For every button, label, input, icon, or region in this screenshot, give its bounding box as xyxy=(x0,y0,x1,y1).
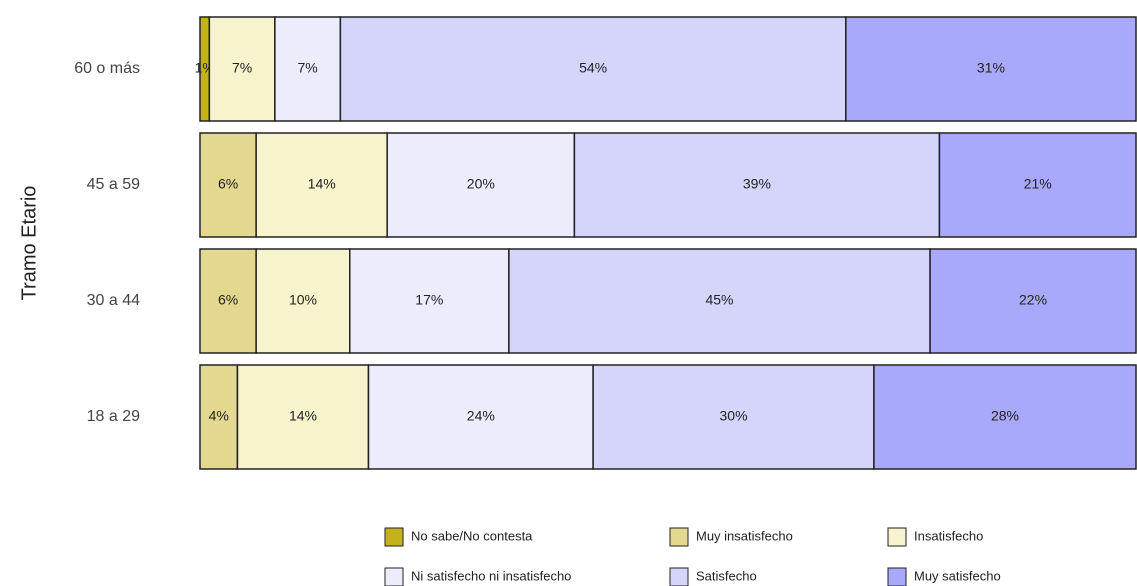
data-label: 31% xyxy=(977,60,1005,76)
legend-swatch xyxy=(887,567,907,586)
legend-label: Muy insatisfecho xyxy=(696,528,793,543)
y-axis-label: Tramo Etario xyxy=(18,186,40,301)
bar-segment xyxy=(573,132,941,238)
bar-segment xyxy=(199,364,239,470)
legend-swatch xyxy=(887,527,907,547)
data-label: 17% xyxy=(415,292,443,308)
legend-label: No sabe/No contesta xyxy=(411,528,533,543)
data-label: 22% xyxy=(1019,292,1047,308)
bar-segment xyxy=(873,364,1137,470)
bar-segment xyxy=(255,248,351,354)
bar-segment xyxy=(349,248,510,354)
legend-swatch xyxy=(384,527,404,547)
data-label: 10% xyxy=(289,292,317,308)
legend-label: Ni satisfecho ni insatisfecho xyxy=(411,568,571,583)
data-label: 39% xyxy=(743,176,771,192)
data-label: 28% xyxy=(991,408,1019,424)
legend-swatch xyxy=(669,527,689,547)
data-label: 24% xyxy=(467,408,495,424)
y-tick-label: 45 a 59 xyxy=(87,176,140,193)
bar-segment xyxy=(508,248,931,354)
bar-segment xyxy=(236,364,370,470)
data-label: 21% xyxy=(1024,176,1052,192)
y-tick-label: 18 a 29 xyxy=(87,408,140,425)
bar-segment xyxy=(386,132,576,238)
data-label: 6% xyxy=(218,292,238,308)
data-label: 7% xyxy=(232,60,252,76)
data-label: 30% xyxy=(720,408,748,424)
bar-segment xyxy=(255,132,388,238)
legend-label: Muy satisfecho xyxy=(914,568,1001,583)
data-label: 45% xyxy=(705,292,733,308)
data-label: 14% xyxy=(308,176,336,192)
bar-segment xyxy=(938,132,1137,238)
y-tick-label: 60 o más xyxy=(74,60,140,77)
legend-swatch xyxy=(669,567,689,586)
bar-segment xyxy=(845,16,1137,122)
bar-segment xyxy=(199,132,257,238)
bar-segment xyxy=(208,16,276,122)
data-label: 7% xyxy=(298,60,318,76)
bar-segment xyxy=(339,16,847,122)
data-label: 14% xyxy=(289,408,317,424)
data-label: 20% xyxy=(467,176,495,192)
y-tick-label: 30 a 44 xyxy=(87,292,140,309)
bar-segment xyxy=(592,364,875,470)
bar-segment xyxy=(929,248,1137,354)
data-label: 54% xyxy=(579,60,607,76)
legend-label: Insatisfecho xyxy=(914,528,983,543)
data-label: 4% xyxy=(209,408,229,424)
data-label: 6% xyxy=(218,176,238,192)
legend-label: Satisfecho xyxy=(696,568,757,583)
bar-segment xyxy=(367,364,594,470)
legend-swatch xyxy=(384,567,404,586)
